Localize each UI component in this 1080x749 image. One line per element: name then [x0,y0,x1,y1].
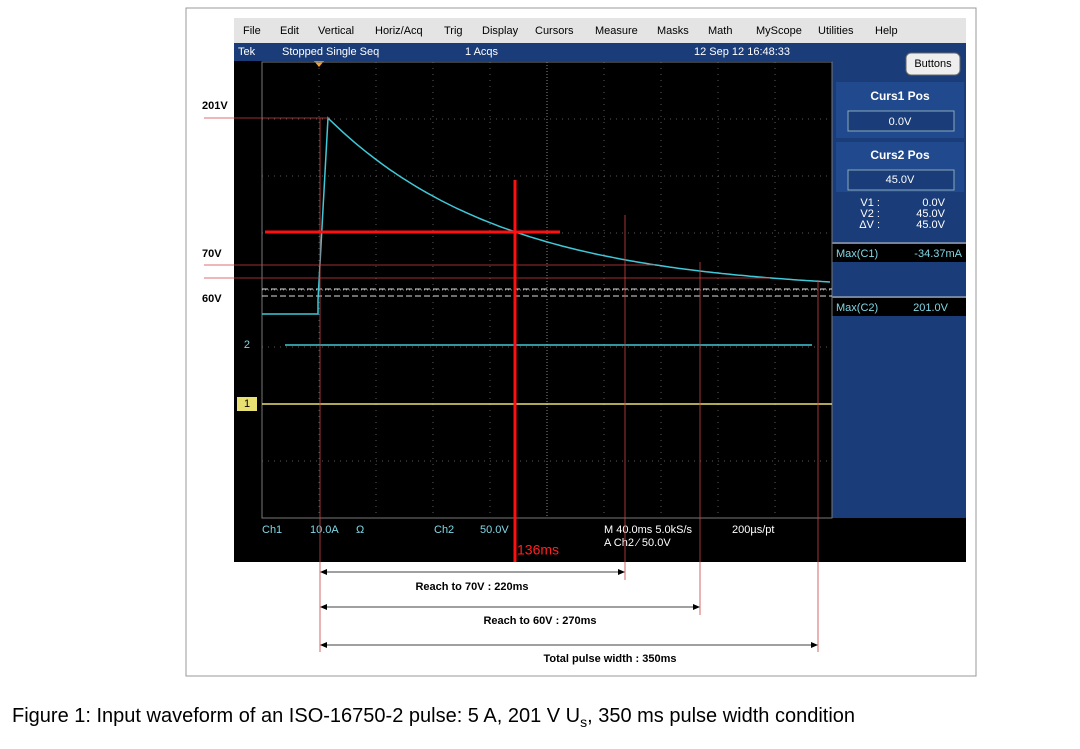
ch1-scale: 10.0A [310,524,339,536]
readout-value: 45.0V [916,208,945,220]
menu-item[interactable]: Horiz/Acq [375,25,423,37]
meas2-value: 201.0V [913,302,949,314]
readout-label: V1 : [860,197,880,209]
timebase: M 40.0ms 5.0kS/s [604,524,693,536]
ch1-unit: Ω [356,524,364,536]
ch2-scale: 50.0V [480,524,509,536]
acq-state: Stopped Single Seq [282,46,379,58]
caption-main: Figure 1: Input waveform of an ISO-16750… [12,705,580,727]
readout-label: V2 : [860,208,880,220]
ch2-label: Ch2 [434,524,454,536]
status-bar [234,43,966,61]
ch2-marker: 2 [244,339,250,351]
meas2-row [832,298,966,316]
menu-item[interactable]: Utilities [818,25,854,37]
menu-item[interactable]: Vertical [318,25,354,37]
menu-item[interactable]: Edit [280,25,299,37]
readout-value: 45.0V [916,219,945,231]
menu: File Edit Vertical Horiz/Acq Trig Display Curs… [243,25,898,37]
level-70-label: 70V [202,248,222,260]
readout-value: 0.0V [922,197,945,209]
curs2-field[interactable] [847,169,955,191]
arrow-heads [320,569,818,648]
menu-item[interactable]: Trig [444,25,463,37]
acq-count: 1 Acqs [465,46,499,58]
menu-item[interactable]: MyScope [756,25,802,37]
level-60-label: 60V [202,293,222,305]
meas1-label: Max(C1) [836,248,878,260]
curs1-value: 0.0V [889,116,912,128]
menu-item[interactable]: Math [708,25,732,37]
buttons-button[interactable] [905,52,961,76]
dimension-arrows [322,571,816,646]
reach-60: Reach to 60V : 270ms [483,615,596,627]
curs1-label: Curs1 Pos [870,89,930,103]
cursor-time: 136ms [517,542,559,558]
curs2-label: Curs2 Pos [870,148,930,162]
buttons-label: Buttons [914,58,952,70]
meas2-label: Max(C2) [836,302,878,314]
meas1-row [832,244,966,262]
graticule-border [261,61,833,519]
ch1-label: Ch1 [262,524,282,536]
caption-sub: s [580,714,587,730]
reach-70: Reach to 70V : 220ms [415,581,528,593]
readouts: V1 : 0.0V V2 : 45.0V ΔV : 45.0V [859,197,945,231]
ch1-marker-box [237,397,257,411]
ch2-trace [262,116,831,315]
datetime: 12 Sep 12 16:48:33 [694,46,790,58]
curs1-field[interactable] [847,110,955,132]
ch1-marker: 1 [244,398,250,410]
menu-item[interactable]: Masks [657,25,689,37]
points: 200µs/pt [732,524,774,536]
menu-item[interactable]: Help [875,25,898,37]
menu-item[interactable]: Display [482,25,519,37]
menu-item[interactable]: Measure [595,25,638,37]
menu-bar [234,18,966,43]
meas1-value: -34.37mA [914,248,962,260]
readout-label: ΔV : [859,219,880,231]
brand: Tek [238,46,256,58]
caption: Figure 1: Input waveform of an ISO-16750… [12,705,855,730]
total-width: Total pulse width : 350ms [543,653,676,665]
trigger-setting: A Ch2 ⁄ 50.0V [604,537,671,549]
menu-item[interactable]: Cursors [535,25,574,37]
curs2-value: 45.0V [886,174,915,186]
level-201-label: 201V [202,100,228,112]
menu-item[interactable]: File [243,25,261,37]
caption-rest: , 350 ms pulse width condition [587,705,855,727]
